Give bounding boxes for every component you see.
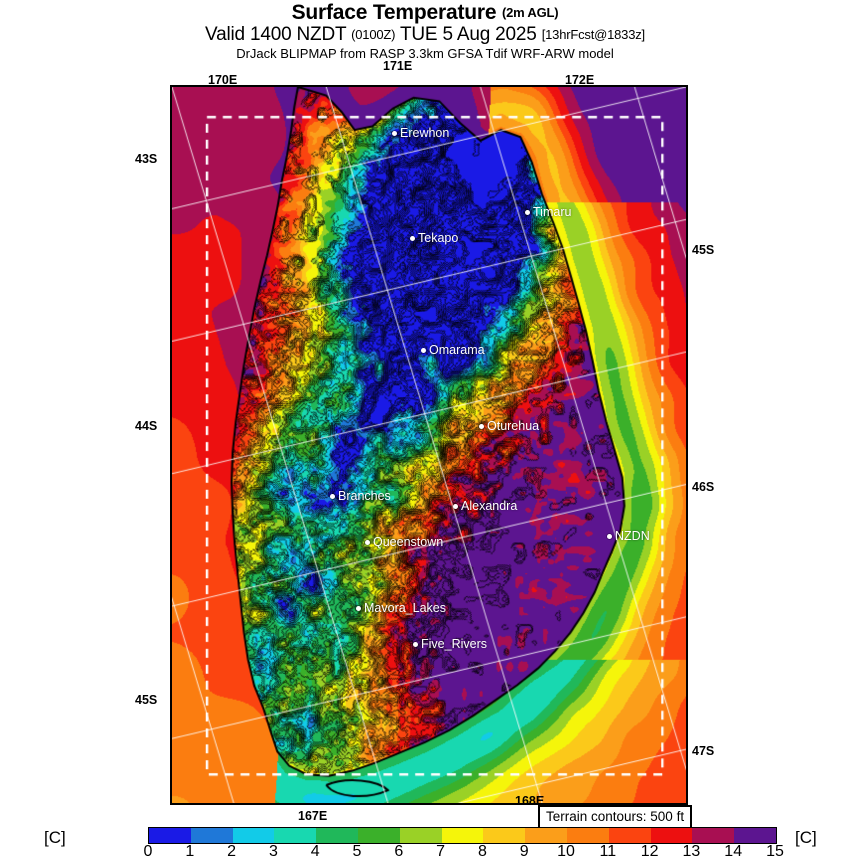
colorbar-tick-11: 11: [599, 843, 617, 860]
colorbar-row: [C] 0 1 2 3 4 5 6 7 8 9 10 11 12 13 14 15 [C]: [0, 824, 850, 860]
lon-label-172E: 172E: [565, 73, 595, 87]
lon-label-168E: 168E: [515, 794, 545, 808]
lon-label-171E: 171E: [383, 59, 413, 73]
lat-label-left-45S: 45S: [135, 693, 158, 707]
lat-label-left-44S: 44S: [135, 419, 158, 433]
page-title: Surface Temperature (2m AGL): [0, 2, 850, 24]
lat-label-right-47S: 47S: [692, 744, 715, 758]
colorbar-band-9: [525, 828, 567, 843]
colorbar-tick-3: 3: [268, 843, 278, 860]
title-block: Surface Temperature (2m AGL) Valid 1400 …: [0, 0, 850, 62]
valid-time-line: Valid 1400 NZDT (0100Z) TUE 5 Aug 2025 […: [0, 24, 850, 45]
colorbar-tick-12: 12: [640, 843, 659, 860]
colorbar-band-11: [608, 828, 651, 843]
colorbar-tick-8: 8: [477, 843, 487, 860]
colorbar-band-2: [232, 828, 275, 843]
model-source-line: DrJack BLIPMAP from RASP 3.3km GFSA Tdif…: [236, 46, 614, 61]
lon-label-170E: 170E: [208, 73, 238, 87]
colorbar-band-1: [190, 828, 233, 843]
forecast-tag: [13hrFcst@1833z]: [541, 27, 645, 42]
valid-date: TUE 5 Aug 2025: [400, 24, 537, 45]
colorbar-tick-10: 10: [557, 843, 575, 860]
colorbar-tick-6: 6: [394, 843, 404, 860]
temperature-field-canvas: [172, 87, 686, 803]
colorbar-tick-15: 15: [766, 843, 784, 860]
colorbar-band-7: [441, 828, 484, 843]
title-suffix: (2m AGL): [501, 5, 559, 20]
valid-local-time: Valid 1400 NZDT: [205, 24, 347, 45]
colorbar-tick-9: 9: [519, 843, 529, 860]
colorbar-tick-0: 0: [143, 843, 153, 860]
colorbar-tick-13: 13: [682, 843, 701, 860]
colorbar-tick-5: 5: [352, 843, 362, 860]
colorbar-tick-1: 1: [185, 843, 195, 860]
colorbar-band-4: [316, 828, 358, 843]
map-container[interactable]: 170E 171E 172E 167E 168E 43S 44S 45S 45S 46S 47S E…: [135, 59, 714, 823]
colorbar: [148, 827, 777, 844]
colorbar-unit-left: [C]: [44, 828, 66, 847]
colorbar-band-10: [566, 828, 609, 843]
valid-utc-time: (0100Z): [351, 27, 396, 42]
map-frame[interactable]: [170, 85, 688, 805]
colorbar-band-0: [149, 828, 191, 843]
colorbar-ticks: 0 1 2 3 4 5 6 7 8 9 10 11 12 13 14 15: [144, 843, 784, 863]
lat-label-left-43S: 43S: [135, 152, 158, 166]
colorbar-tick-4: 4: [310, 843, 320, 860]
colorbar-unit-right: [C]: [795, 828, 817, 847]
lat-label-right-45S: 45S: [692, 243, 715, 257]
colorbar-tick-14: 14: [724, 843, 743, 860]
terrain-contour-legend: Terrain contours: 500 ft: [538, 805, 693, 829]
colorbar-band-5: [357, 828, 400, 843]
colorbar-band-13: [692, 828, 735, 843]
colorbar-tick-7: 7: [436, 843, 446, 860]
colorbar-band-14: [734, 828, 776, 843]
lon-label-167E: 167E: [298, 809, 328, 823]
colorbar-band-3: [274, 828, 317, 843]
colorbar-band-12: [650, 828, 693, 843]
colorbar-tick-2: 2: [227, 843, 237, 860]
lat-label-right-46S: 46S: [692, 480, 715, 494]
colorbar-band-6: [399, 828, 442, 843]
colorbar-band-8: [483, 828, 526, 843]
title-main: Surface Temperature: [291, 1, 497, 24]
